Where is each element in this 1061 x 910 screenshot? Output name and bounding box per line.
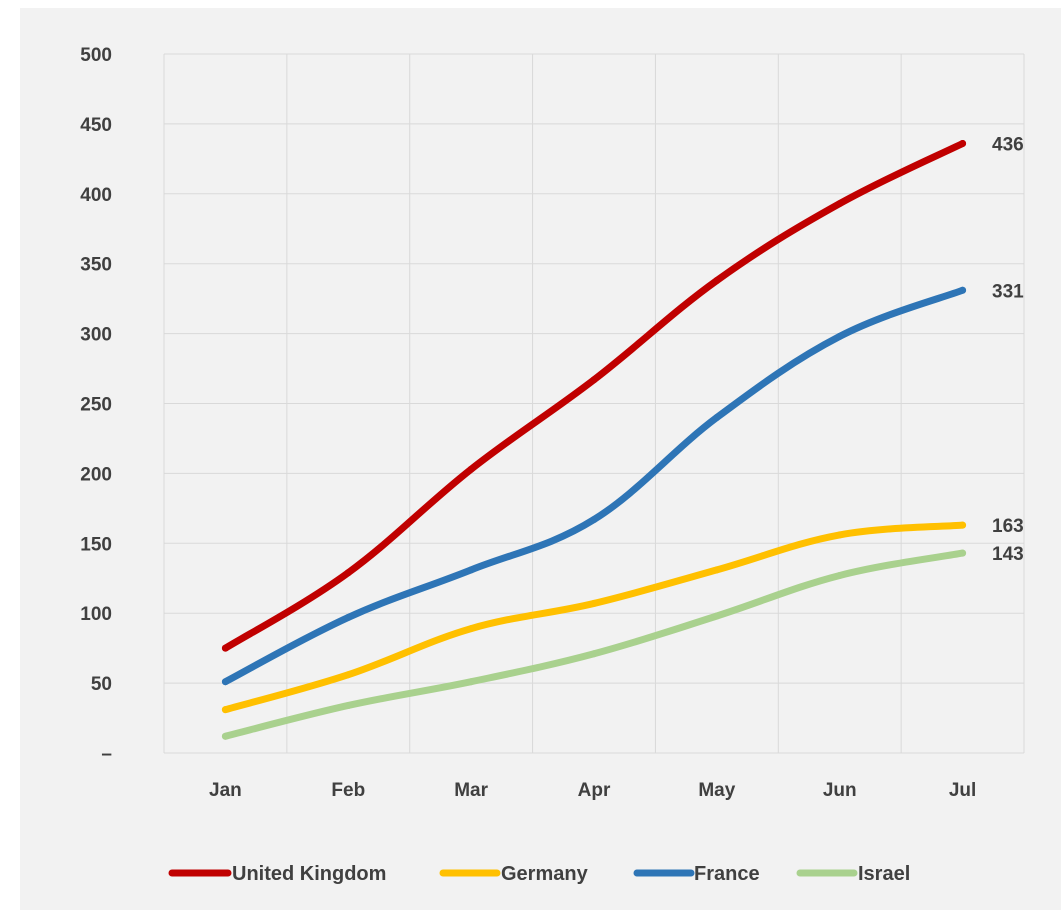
legend-label: France <box>694 863 760 885</box>
data-point <box>713 566 721 574</box>
y-tick-label: – <box>101 744 112 765</box>
end-value-label: 143 <box>992 544 1024 565</box>
x-axis-categories: Jan Feb Mar Apr May Jun Jul <box>209 780 976 801</box>
data-point <box>836 531 844 539</box>
series-line-germany <box>221 521 967 714</box>
y-tick-label: 350 <box>80 255 112 276</box>
data-point <box>344 613 352 621</box>
data-point <box>713 413 721 421</box>
y-tick-label: 100 <box>80 604 112 625</box>
series-lines <box>221 139 967 740</box>
data-point <box>959 286 967 294</box>
end-value-label: 436 <box>992 134 1024 155</box>
legend: United Kingdom Germany France Israel <box>168 863 910 885</box>
data-point <box>713 612 721 620</box>
series-line-france <box>221 286 967 686</box>
y-tick-label: 300 <box>80 325 112 346</box>
x-category-label: Feb <box>331 780 365 801</box>
data-point <box>836 200 844 208</box>
data-point <box>467 625 475 633</box>
data-point <box>959 549 967 557</box>
gridlines <box>163 53 1025 754</box>
data-point <box>467 566 475 574</box>
data-point <box>344 701 352 709</box>
data-point <box>959 139 967 147</box>
data-point <box>221 678 229 686</box>
y-tick-label: 50 <box>91 674 112 695</box>
data-point <box>221 644 229 652</box>
x-category-label: Jul <box>949 780 976 801</box>
x-category-label: Jan <box>209 780 242 801</box>
y-tick-label: 200 <box>80 464 112 485</box>
x-category-label: Apr <box>578 780 611 801</box>
data-point <box>344 569 352 577</box>
y-tick-label: 400 <box>80 185 112 206</box>
legend-label: Germany <box>501 863 589 885</box>
data-point <box>959 521 967 529</box>
data-point <box>836 571 844 579</box>
y-tick-label: 250 <box>80 395 112 416</box>
data-point <box>344 671 352 679</box>
data-point <box>467 678 475 686</box>
y-tick-label: 500 <box>80 45 112 66</box>
data-point <box>221 706 229 714</box>
data-point <box>836 332 844 340</box>
data-point <box>467 465 475 473</box>
data-point <box>590 650 598 658</box>
end-value-label: 163 <box>992 516 1024 537</box>
y-tick-label: 150 <box>80 534 112 555</box>
data-point <box>713 276 721 284</box>
end-value-labels: 436 163 331 143 <box>992 134 1024 565</box>
y-tick-label: 450 <box>80 115 112 136</box>
x-category-label: Jun <box>823 780 857 801</box>
legend-label: Israel <box>858 863 910 885</box>
data-point <box>590 599 598 607</box>
x-category-label: Mar <box>454 780 488 801</box>
y-axis-ticks: – 50 100 150 200 250 300 350 400 450 500 <box>80 45 112 765</box>
x-category-label: May <box>698 780 735 801</box>
end-value-label: 331 <box>992 281 1024 302</box>
data-point <box>590 516 598 524</box>
legend-label: United Kingdom <box>232 863 386 885</box>
chart-panel <box>20 8 1061 910</box>
data-point <box>590 376 598 384</box>
data-point <box>221 732 229 740</box>
